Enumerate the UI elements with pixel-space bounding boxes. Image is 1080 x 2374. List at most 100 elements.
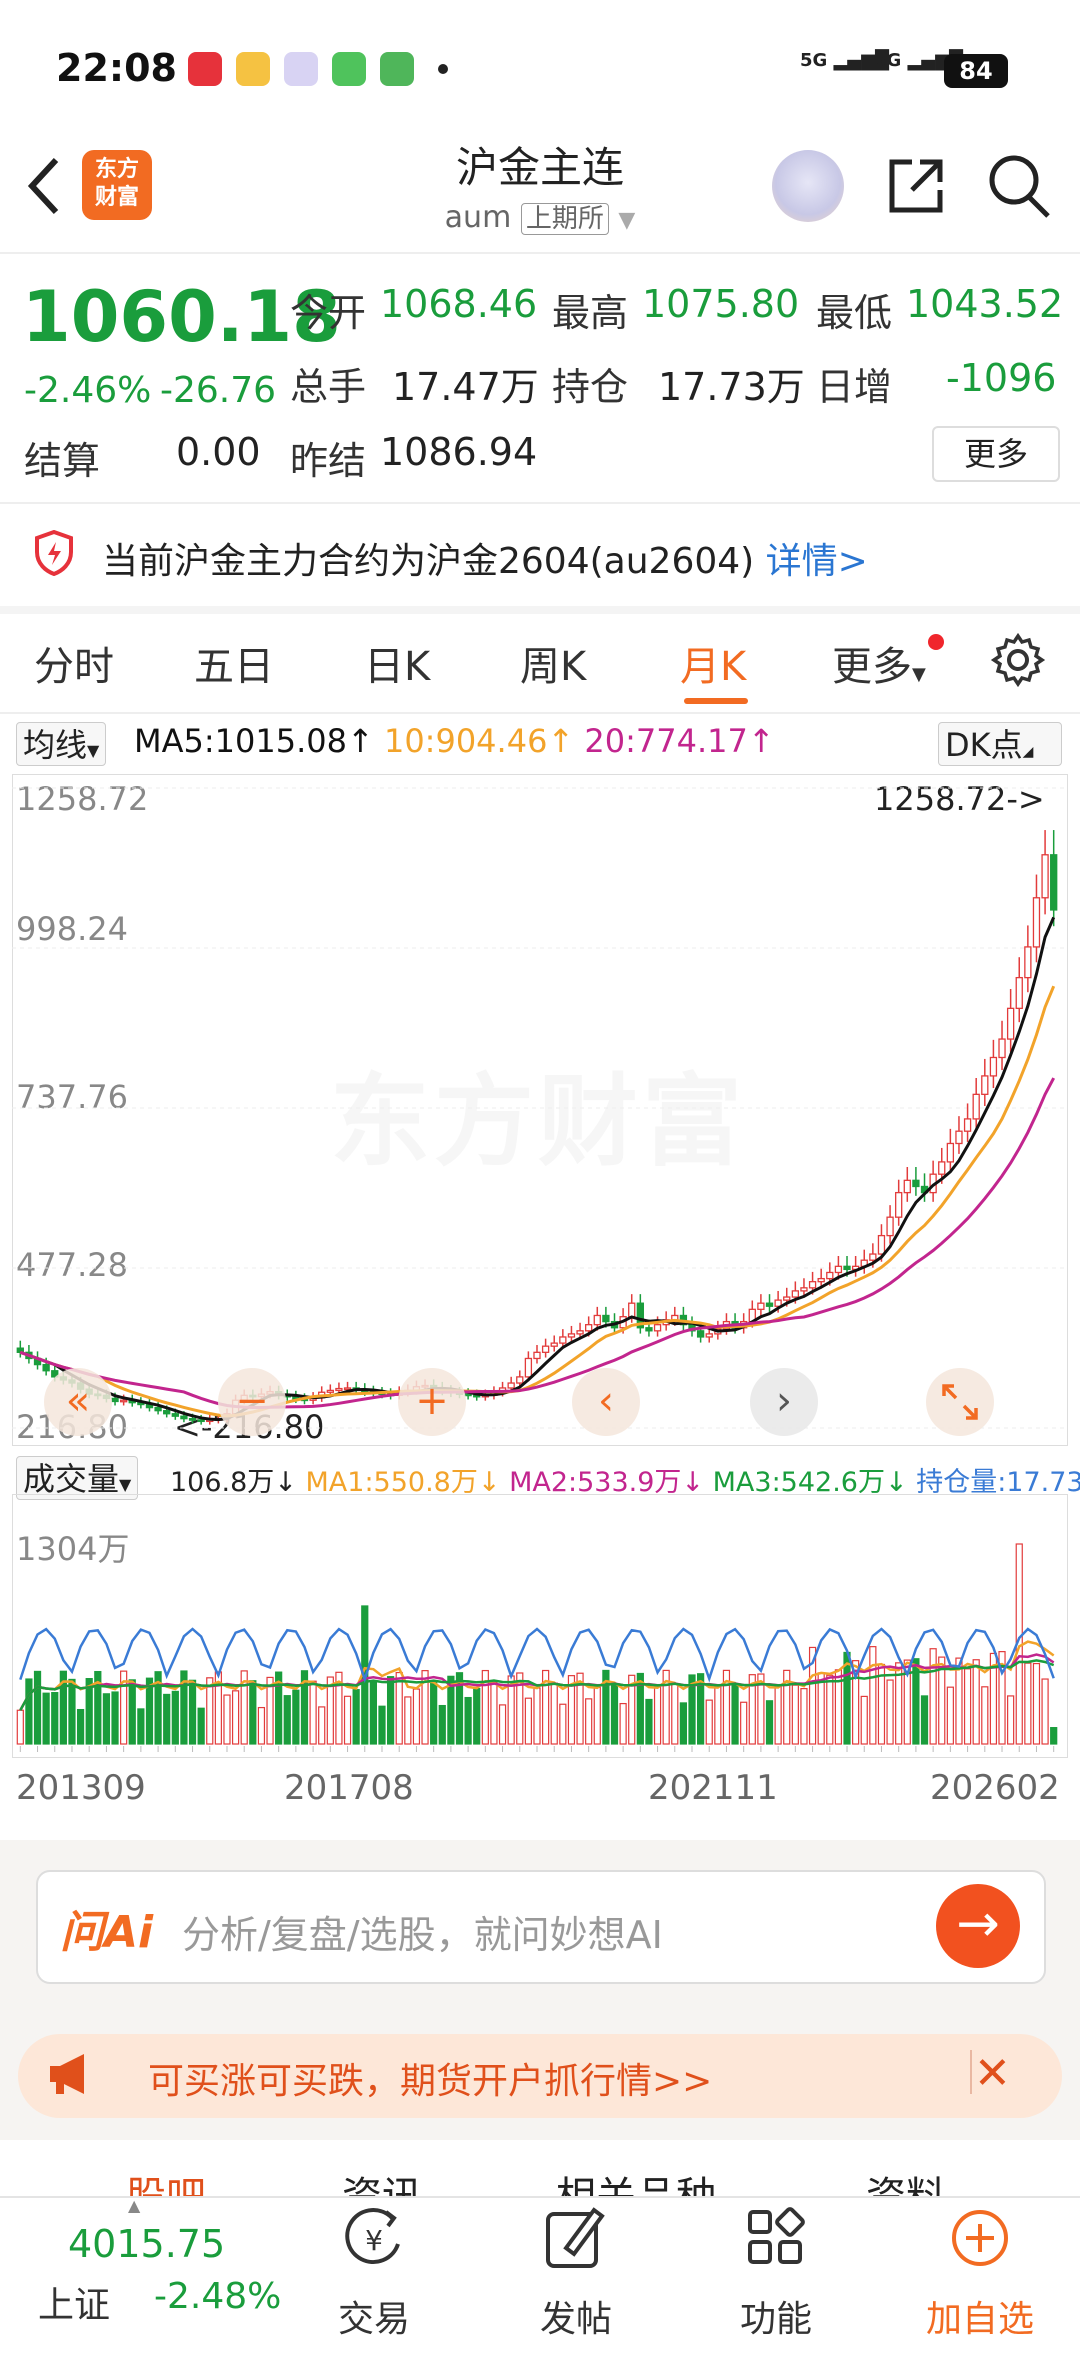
volume-bar [206, 1677, 214, 1745]
tab-more[interactable]: 更多▼ [832, 644, 926, 690]
volume-ma1-line [19, 1640, 1055, 1711]
promo-text[interactable]: 可买涨可买跌，期货开户抓行情>> [148, 2061, 713, 2102]
candle [636, 1302, 645, 1329]
fullscreen-button[interactable] [926, 1368, 994, 1436]
ma5-line [19, 916, 1056, 1422]
index-change[interactable]: -2.48% [154, 2276, 282, 2317]
trade-icon[interactable]: ¥ [334, 2204, 414, 2274]
volume-bar [722, 1669, 731, 1745]
candle [774, 1299, 782, 1307]
promo-banner[interactable] [18, 2034, 1062, 2118]
close-icon: ✕ [974, 2048, 1011, 2099]
volume-bar [1032, 1662, 1041, 1745]
volume-bar [283, 1695, 291, 1745]
page-title: 沪金主连 [455, 143, 624, 192]
index-name[interactable]: 上证 [38, 2285, 111, 2326]
megaphone-icon [46, 2052, 96, 2100]
candle [981, 1075, 989, 1095]
candle [705, 1333, 713, 1338]
volume-bar [852, 1660, 860, 1745]
nav-add-watchlist[interactable]: 加自选 [925, 2299, 1034, 2340]
candle [524, 1357, 533, 1378]
scroll-left-fast-button[interactable]: « [44, 1368, 112, 1436]
open-value: 1068.46 [380, 282, 538, 326]
settle-label: 结算 [24, 439, 101, 483]
nav-post[interactable]: 发帖 [539, 2299, 612, 2340]
volume-ma1: MA1:550.8万↓ [305, 1467, 501, 1498]
tab-weekly-k[interactable]: 周K [520, 644, 587, 690]
dk-point-button[interactable]: DK点◢ [938, 722, 1062, 766]
volume-bar [524, 1697, 533, 1745]
prev-settle-label: 昨结 [290, 439, 367, 483]
candle [567, 1333, 576, 1338]
volume-bar [636, 1672, 644, 1745]
candle [111, 1397, 119, 1403]
candle [163, 1410, 171, 1415]
prev-settle-value: 1086.94 [380, 430, 538, 474]
volume-bar [791, 1684, 799, 1745]
zoom-in-button[interactable]: + [398, 1368, 466, 1436]
volume-bar [16, 1709, 24, 1745]
share-button[interactable] [884, 154, 948, 222]
price-chart[interactable] [12, 774, 1068, 1446]
volume-bar [404, 1696, 412, 1745]
candle [593, 1314, 601, 1326]
weibo-icon [236, 52, 270, 86]
add-watchlist-icon[interactable] [940, 2204, 1020, 2274]
volume-bar [869, 1646, 877, 1745]
ai-assistant-avatar[interactable] [772, 150, 844, 222]
tab-daily-k[interactable]: 日K [364, 644, 431, 690]
volume-bar [395, 1671, 403, 1745]
search-button[interactable] [986, 150, 1052, 224]
bottom-bar [0, 2196, 1080, 2374]
ai-search-box[interactable] [36, 1870, 1046, 1984]
tab-intraday[interactable]: 分时 [34, 644, 114, 690]
volume-chart[interactable] [12, 1494, 1068, 1758]
candle [946, 1142, 955, 1163]
volume-bar [163, 1693, 171, 1745]
volume-bar [111, 1691, 119, 1745]
volume-bar [567, 1675, 576, 1745]
volume-bar [447, 1675, 455, 1745]
back-button[interactable] [24, 150, 64, 220]
divider [970, 2050, 972, 2094]
volume-bar [335, 1671, 343, 1745]
zoom-out-button[interactable]: − [218, 1368, 286, 1436]
caret-up-icon: ▲ [128, 2196, 141, 2215]
scroll-left-button[interactable]: ‹ [572, 1368, 640, 1436]
tab-five-day[interactable]: 五日 [194, 644, 274, 690]
apps-icon[interactable] [736, 2204, 816, 2274]
volume-bar [369, 1681, 377, 1745]
ai-input-placeholder[interactable]: 分析/复盘/选股，就问妙想AI [182, 1913, 663, 1957]
ai-submit-button[interactable]: → [936, 1884, 1020, 1968]
volume-bar [679, 1702, 688, 1745]
edit-icon[interactable] [536, 2204, 616, 2274]
main-contract-notice[interactable]: 当前沪金主力合约为沪金2604(au2604) 详情> [102, 532, 868, 584]
candle [516, 1376, 524, 1384]
more-quote-button[interactable]: 更多 [932, 426, 1060, 482]
more-notifications-dot [438, 64, 448, 74]
candle [1041, 854, 1049, 899]
indicator-selector[interactable]: 均线▼ [16, 722, 107, 766]
scroll-right-button[interactable]: › [750, 1368, 818, 1436]
notice-detail-link[interactable]: 详情> [765, 541, 868, 582]
volume-bar [292, 1689, 300, 1745]
nav-functions[interactable]: 功能 [739, 2299, 812, 2340]
index-value[interactable]: 4015.75 [68, 2222, 226, 2266]
volume-indicator-selector[interactable]: 成交量▼ [16, 1456, 139, 1500]
volume-bar [972, 1659, 980, 1745]
contract-subtitle[interactable]: aum 上期所 ▼ [0, 198, 1080, 235]
chart-settings-button[interactable] [990, 632, 1046, 692]
volume-bar [464, 1696, 472, 1745]
tab-monthly-k[interactable]: 月K [680, 644, 747, 690]
candle [757, 1302, 765, 1310]
volume-bar [231, 1690, 240, 1745]
volume-bar [714, 1685, 722, 1745]
nav-trade[interactable]: 交易 [337, 2299, 410, 2340]
candle [765, 1302, 774, 1307]
volume-bar [740, 1701, 748, 1745]
divider [0, 712, 1080, 714]
close-promo-button[interactable]: ✕ [974, 2048, 1011, 2099]
volume-bar [705, 1699, 713, 1745]
max-price-marker: 1258.72-> [874, 780, 1045, 818]
